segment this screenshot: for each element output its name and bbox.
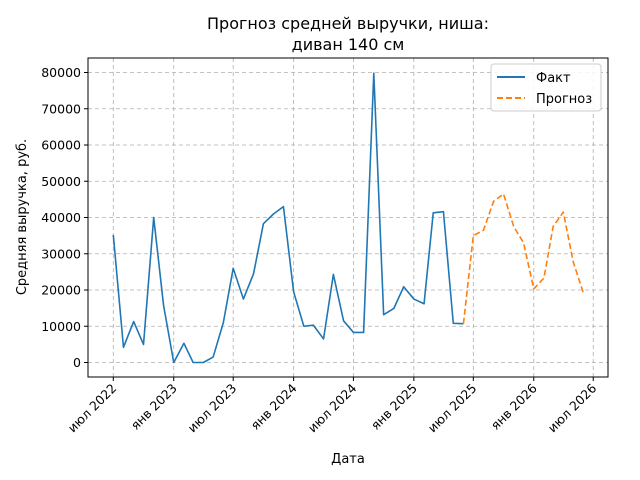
x-tick-label: июл 2024 xyxy=(305,380,360,435)
y-tick-label: 80000 xyxy=(41,65,81,80)
legend-label-forecast: Прогноз xyxy=(536,92,592,107)
x-tick-label: янв 2023 xyxy=(128,381,180,433)
x-tick-label: янв 2026 xyxy=(488,380,540,432)
chart-title-line-2: диван 140 см xyxy=(292,35,405,54)
y-tick-label: 50000 xyxy=(41,174,81,189)
y-tick-label: 70000 xyxy=(41,101,81,116)
legend-label-fact: Факт xyxy=(536,71,571,86)
series-layer xyxy=(112,72,585,364)
x-tick-label: июл 2023 xyxy=(185,381,240,436)
chart-title-line-1: Прогноз средней выручки, ниша: xyxy=(207,14,489,33)
series-line-fact xyxy=(112,72,464,364)
y-axis: 0 10000 20000 30000 40000 50000 60000 70000 8000… xyxy=(41,65,88,370)
y-tick-label: 30000 xyxy=(41,246,81,261)
y-tick-label: 10000 xyxy=(41,319,81,334)
x-tick-label: июл 2026 xyxy=(545,380,600,435)
x-axis-label: Дата xyxy=(331,452,365,467)
series-line-forecast xyxy=(462,193,585,324)
y-tick-label: 40000 xyxy=(41,210,81,225)
x-tick-label: янв 2024 xyxy=(248,380,300,432)
y-tick-label: 20000 xyxy=(41,283,81,298)
x-tick-label: июл 2025 xyxy=(425,381,480,436)
y-tick-label: 0 xyxy=(73,355,81,370)
legend-box xyxy=(490,63,602,112)
x-tick-label: июл 2022 xyxy=(65,381,120,436)
legend: Факт Прогноз xyxy=(490,63,602,112)
y-tick-label: 60000 xyxy=(41,138,81,153)
x-axis: июл 2022 янв 2023 июл 2023 янв 2024 июл 2024… xyxy=(65,377,600,436)
y-axis-label: Средняя выручка, руб. xyxy=(15,139,30,295)
x-tick-label: янв 2025 xyxy=(368,381,420,433)
